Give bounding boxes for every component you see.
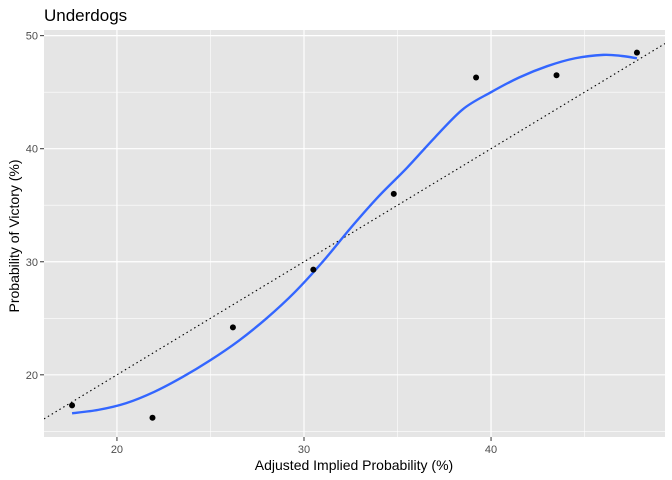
x-tick-label: 30	[298, 444, 310, 456]
x-tick-label: 40	[485, 444, 497, 456]
x-axis: 20 30 40	[111, 437, 497, 456]
data-point	[149, 414, 156, 421]
data-point	[553, 72, 560, 79]
data-point	[473, 74, 480, 81]
y-axis: 20 30 40 50	[26, 31, 44, 382]
x-axis-title: Adjusted Implied Probability (%)	[255, 457, 453, 473]
panel-background	[44, 30, 665, 437]
smooth-line	[71, 53, 638, 415]
y-axis-title: Probability of Victory (%)	[6, 159, 22, 312]
plot-panel	[44, 30, 665, 437]
data-point	[390, 190, 397, 197]
data-point	[310, 266, 317, 273]
data-point	[229, 324, 236, 331]
data-point	[633, 49, 640, 56]
chart-title: Underdogs	[44, 6, 127, 25]
y-tick-label: 50	[26, 31, 38, 43]
x-tick-label: 20	[111, 444, 123, 456]
data-point	[69, 402, 76, 409]
y-tick-label: 30	[26, 257, 38, 269]
y-tick-label: 40	[26, 144, 38, 156]
y-tick-label: 20	[26, 370, 38, 382]
